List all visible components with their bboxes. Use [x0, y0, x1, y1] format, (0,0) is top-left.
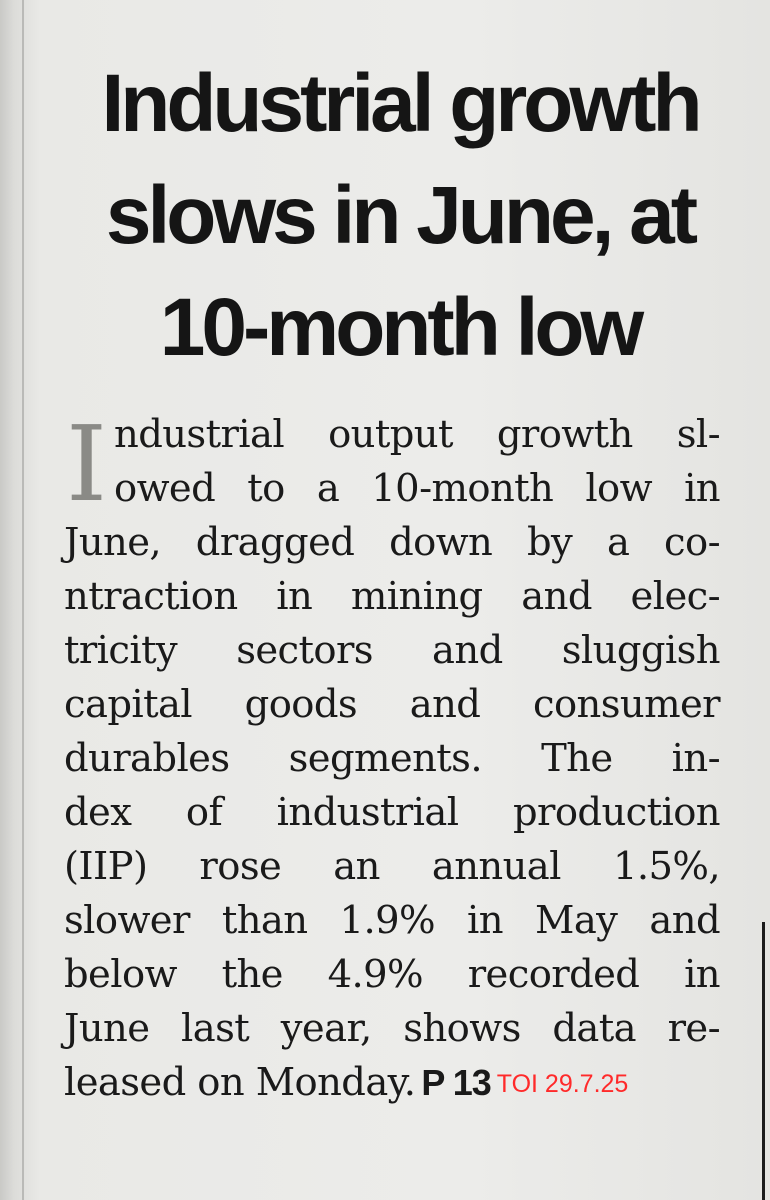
- column-divider-right: [762, 922, 765, 1200]
- body-line: owed to a 10-month low in: [114, 466, 721, 511]
- headline-line-2: slows in June, at: [105, 170, 698, 261]
- source-stamp: TOI 29.7.25: [496, 1070, 629, 1098]
- column-divider-left: [22, 0, 24, 1200]
- body-line: dex of industrial production: [64, 790, 721, 835]
- page-reference: P 13: [421, 1062, 491, 1103]
- body-line: ntraction in mining and elec-: [64, 574, 721, 619]
- body-line: June last year, shows data re-: [64, 1006, 721, 1051]
- body-line: capital goods and consumer: [64, 682, 721, 727]
- headline-line-3: 10-month low: [159, 282, 644, 373]
- body-line: below the 4.9% recorded in: [64, 952, 721, 997]
- headline: Industrial growth slows in June, at 10-m…: [60, 48, 740, 384]
- body-line: ndustrial output growth sl-: [114, 412, 721, 457]
- drop-cap: I: [66, 403, 108, 525]
- body-line-last: leased on Monday. P 13 TOI 29.7.25: [64, 1056, 720, 1110]
- body-line: June, dragged down by a co-: [64, 520, 721, 565]
- body-line: (IIP) rose an annual 1.5%,: [64, 844, 721, 889]
- body-line: tricity sectors and sluggish: [64, 628, 721, 673]
- headline-line-1: Industrial growth: [101, 58, 702, 149]
- article-body: I ndustrial output growth sl- owed to a …: [64, 403, 721, 1110]
- body-line: durables segments. The in-: [64, 736, 721, 781]
- body-line-final-text: leased on Monday.: [64, 1060, 416, 1105]
- body-line: slower than 1.9% in May and: [64, 898, 721, 943]
